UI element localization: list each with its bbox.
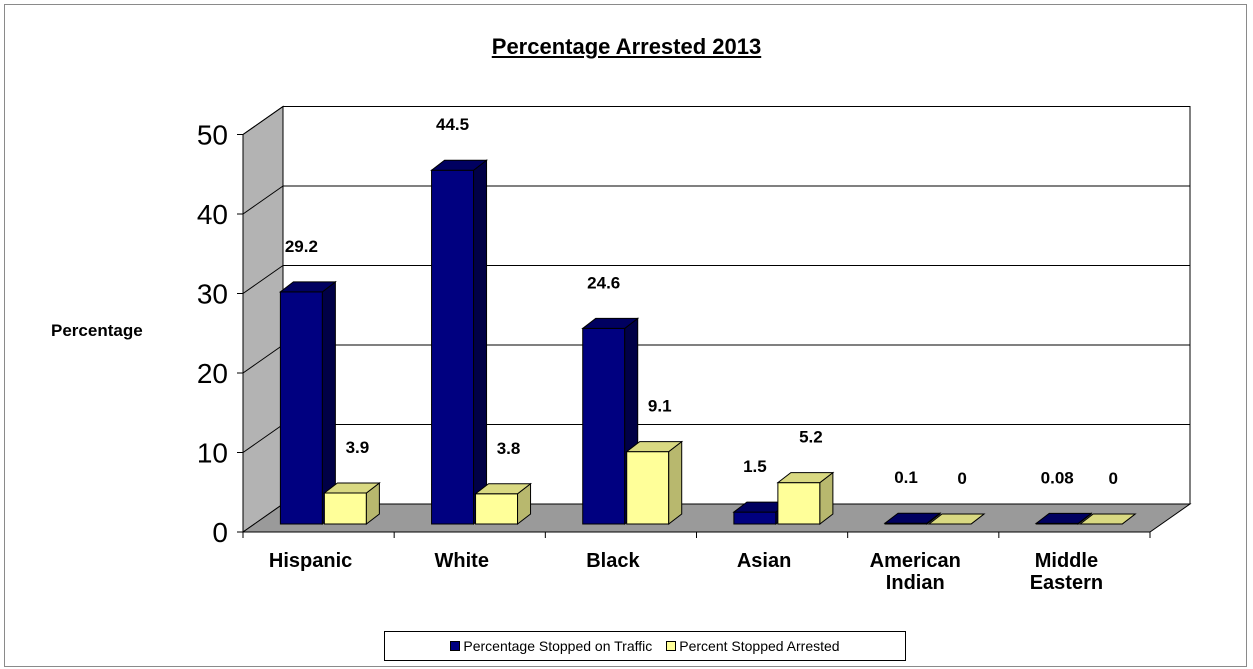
y-axis-label: Percentage bbox=[51, 321, 143, 340]
bar-0-0 bbox=[278, 280, 337, 526]
data-label: 9.1 bbox=[648, 397, 672, 416]
legend-swatch-traffic bbox=[450, 641, 461, 651]
gridline-side bbox=[242, 106, 284, 135]
bar-front bbox=[582, 327, 626, 525]
chart-legend: Percentage Stopped on Traffic Percent St… bbox=[384, 631, 906, 661]
bar-1-4 bbox=[927, 513, 986, 525]
x-tick-label: Indian bbox=[886, 572, 945, 594]
bar-front bbox=[733, 511, 777, 525]
legend-item-arrested: Percent Stopped Arrested bbox=[666, 638, 840, 654]
bar-0-5 bbox=[1034, 512, 1093, 526]
data-label: 44.5 bbox=[436, 115, 469, 134]
back-wall bbox=[282, 106, 1191, 505]
bar-top bbox=[474, 483, 533, 495]
legend-label-traffic: Percentage Stopped on Traffic bbox=[463, 638, 653, 654]
gridline-side bbox=[242, 424, 284, 453]
y-tick-label: 0 bbox=[212, 517, 228, 548]
bar-front bbox=[626, 451, 670, 525]
x-tick-label: Middle bbox=[1035, 550, 1098, 572]
side-wall bbox=[242, 105, 284, 533]
x-tick-label: White bbox=[435, 550, 489, 572]
y-tick-label: 50 bbox=[197, 120, 228, 151]
data-label: 29.2 bbox=[285, 237, 318, 256]
legend-label-arrested: Percent Stopped Arrested bbox=[679, 638, 840, 654]
bar-1-5 bbox=[1078, 513, 1137, 525]
bar-top bbox=[278, 281, 337, 293]
bar-top bbox=[1034, 512, 1093, 524]
legend-item-traffic: Percentage Stopped on Traffic bbox=[450, 638, 652, 654]
bar-front bbox=[777, 482, 821, 525]
x-tick-label: Hispanic bbox=[269, 550, 352, 572]
x-tick-label: Asian bbox=[737, 550, 791, 572]
bar-1-1 bbox=[474, 482, 533, 526]
x-tick-label: Black bbox=[586, 550, 640, 572]
chart-frame bbox=[4, 4, 1247, 667]
bar-0-1 bbox=[430, 159, 489, 526]
data-label: 24.6 bbox=[587, 273, 620, 292]
bar-top bbox=[430, 159, 489, 171]
bar-1-3 bbox=[776, 471, 835, 526]
y-tick-label: 10 bbox=[197, 438, 228, 469]
bar-front bbox=[279, 291, 323, 525]
bar-top bbox=[581, 317, 640, 329]
bar-top bbox=[322, 482, 381, 494]
data-label: 0 bbox=[957, 469, 966, 488]
data-label: 3.9 bbox=[346, 438, 370, 457]
legend-swatch-arrested bbox=[666, 641, 677, 651]
bar-side bbox=[668, 440, 683, 526]
data-label: 5.2 bbox=[799, 428, 823, 447]
bar-1-2 bbox=[625, 440, 684, 526]
bar-front bbox=[475, 493, 519, 525]
x-tick-label: American bbox=[870, 550, 961, 572]
y-tick-label: 20 bbox=[197, 358, 228, 389]
bar-top bbox=[883, 512, 942, 524]
bar-0-4 bbox=[883, 512, 942, 526]
data-label: 0.08 bbox=[1041, 468, 1074, 487]
x-tick-label: Eastern bbox=[1030, 572, 1103, 594]
bar-top bbox=[625, 441, 684, 453]
y-tick-label: 30 bbox=[197, 279, 228, 310]
bar-front bbox=[323, 492, 367, 525]
data-label: 0.1 bbox=[894, 468, 918, 487]
gridline-side bbox=[242, 344, 284, 374]
gridline-side bbox=[242, 185, 284, 215]
bar-1-0 bbox=[322, 481, 381, 526]
bar-front bbox=[431, 169, 475, 525]
chart-title: Percentage Arrested 2013 bbox=[491, 34, 762, 59]
bar-side bbox=[473, 159, 488, 526]
gridline-side bbox=[242, 265, 284, 294]
data-label: 0 bbox=[1108, 469, 1117, 488]
data-label: 3.8 bbox=[497, 439, 521, 458]
bar-top bbox=[927, 513, 986, 525]
data-label: 1.5 bbox=[743, 457, 767, 476]
y-tick-label: 40 bbox=[197, 199, 228, 230]
bar-top bbox=[1078, 513, 1137, 525]
bar-top bbox=[776, 472, 835, 484]
